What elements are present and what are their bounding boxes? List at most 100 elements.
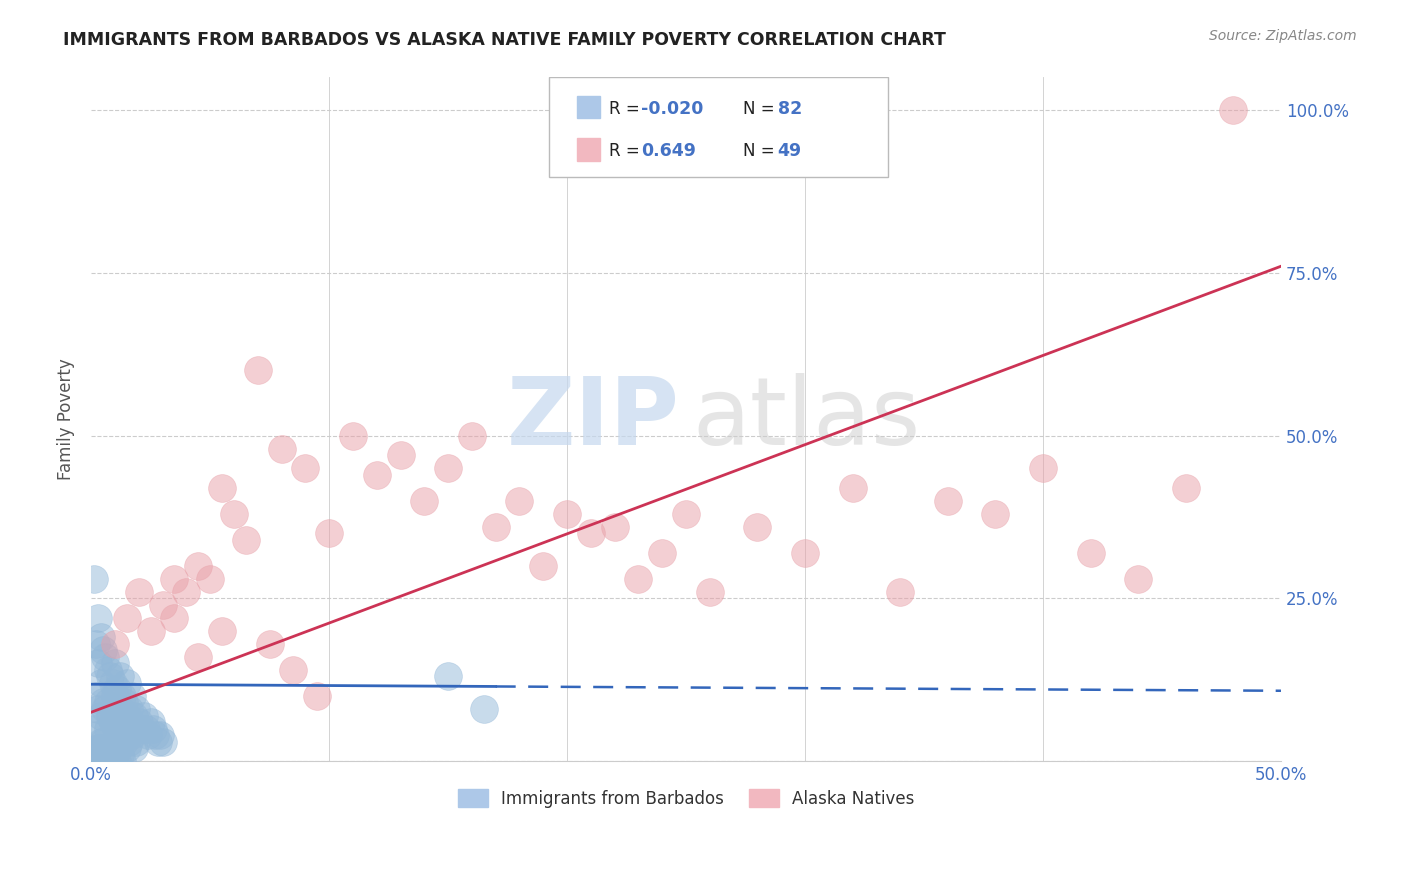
Point [118, 734, 141, 748]
Point [84, 728, 107, 742]
Point [98, 741, 121, 756]
Point [889, 584, 911, 599]
Point [91, 754, 114, 768]
Point [87, 611, 110, 625]
Point [105, 722, 128, 736]
Text: 49: 49 [778, 143, 801, 161]
Point [437, 461, 460, 475]
Point [366, 467, 388, 482]
Point [98, 754, 121, 768]
Point [87, 702, 110, 716]
Point [108, 747, 131, 762]
Point [222, 507, 245, 521]
Point [83, 722, 105, 736]
Point [651, 546, 673, 560]
Point [132, 708, 155, 723]
Point [187, 558, 209, 573]
Point [146, 734, 169, 748]
Point [83, 572, 105, 586]
Point [115, 611, 138, 625]
Point [94, 741, 117, 756]
Point [699, 584, 721, 599]
Point [104, 741, 127, 756]
Point [187, 649, 209, 664]
Point [108, 734, 131, 748]
Point [94, 649, 117, 664]
Point [136, 728, 159, 742]
Point [101, 676, 124, 690]
Point [115, 741, 138, 756]
Point [101, 714, 124, 729]
Text: R =: R = [609, 143, 650, 161]
Point [104, 637, 127, 651]
Legend: Immigrants from Barbados, Alaska Natives: Immigrants from Barbados, Alaska Natives [451, 782, 921, 814]
Point [603, 519, 626, 533]
Point [485, 519, 508, 533]
Y-axis label: Family Poverty: Family Poverty [58, 359, 75, 480]
Point [176, 584, 198, 599]
Point [84, 754, 107, 768]
Point [122, 708, 145, 723]
Point [579, 526, 602, 541]
Point [128, 584, 150, 599]
Point [121, 728, 143, 742]
Point [437, 669, 460, 683]
Point [91, 696, 114, 710]
Point [163, 611, 186, 625]
Point [318, 526, 340, 541]
Point [118, 702, 141, 716]
Point [108, 702, 131, 716]
Point [128, 714, 150, 729]
Point [389, 448, 412, 462]
Point [115, 708, 138, 723]
Point [307, 689, 329, 703]
Point [111, 689, 134, 703]
Point [101, 747, 124, 762]
Point [97, 722, 120, 736]
Point [145, 728, 167, 742]
Point [111, 728, 134, 742]
Point [125, 702, 148, 716]
Point [142, 722, 165, 736]
Text: N =: N = [744, 143, 780, 161]
Point [531, 558, 554, 573]
Point [90, 708, 112, 723]
Text: -0.020: -0.020 [641, 100, 703, 118]
Point [104, 747, 127, 762]
Point [152, 734, 174, 748]
Text: R =: R = [609, 100, 645, 118]
Text: atlas: atlas [692, 373, 921, 466]
Point [675, 507, 697, 521]
Point [152, 598, 174, 612]
Point [747, 519, 769, 533]
Text: 0.649: 0.649 [641, 143, 696, 161]
Point [97, 663, 120, 677]
Point [97, 747, 120, 762]
Point [342, 428, 364, 442]
Point [794, 546, 817, 560]
Point [129, 722, 152, 736]
Point [104, 689, 127, 703]
Point [83, 754, 105, 768]
Point [211, 481, 233, 495]
Text: Source: ZipAtlas.com: Source: ZipAtlas.com [1209, 29, 1357, 43]
Point [461, 428, 484, 442]
Point [97, 696, 120, 710]
Point [115, 676, 138, 690]
Text: ZIP: ZIP [508, 373, 681, 466]
Point [125, 734, 148, 748]
Point [108, 669, 131, 683]
Text: 82: 82 [778, 100, 801, 118]
Point [111, 754, 134, 768]
Point [1080, 546, 1102, 560]
Point [114, 734, 136, 748]
Point [198, 572, 221, 586]
Point [90, 754, 112, 768]
Point [508, 493, 530, 508]
Point [1174, 481, 1197, 495]
Point [94, 754, 117, 768]
Point [936, 493, 959, 508]
Point [94, 702, 117, 716]
Point [104, 657, 127, 671]
Text: IMMIGRANTS FROM BARBADOS VS ALASKA NATIVE FAMILY POVERTY CORRELATION CHART: IMMIGRANTS FROM BARBADOS VS ALASKA NATIV… [63, 31, 946, 49]
